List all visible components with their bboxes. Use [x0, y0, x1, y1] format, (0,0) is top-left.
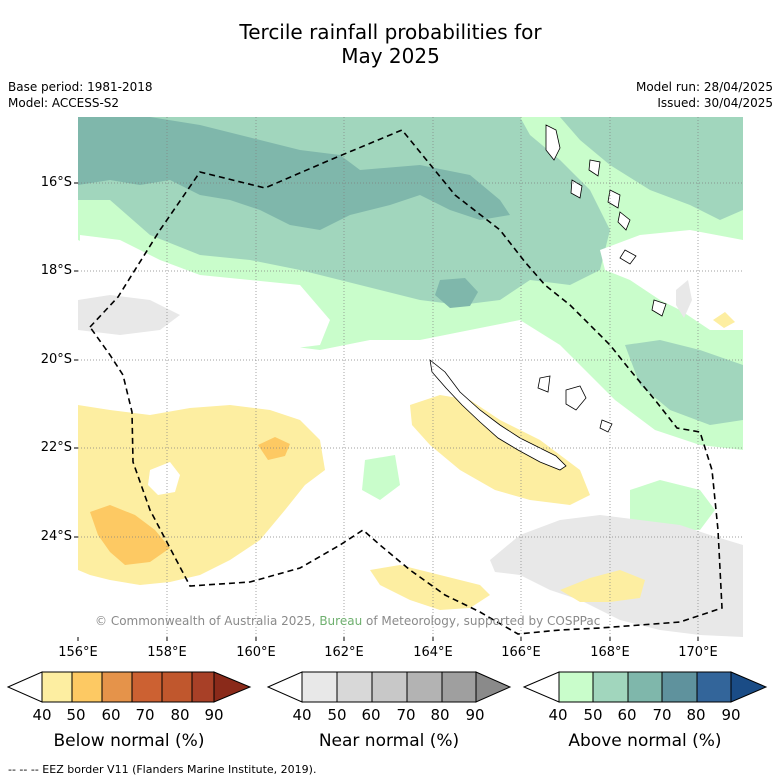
- above-normal-60-se-region: [625, 340, 743, 425]
- cbar-above-tick: 80: [686, 706, 706, 724]
- cbar-near-tick: 60: [361, 706, 381, 724]
- cbar-near-tick: 80: [430, 706, 450, 724]
- cbar-below-tick: 90: [204, 706, 224, 724]
- base-period-label: Base period: 1981-2018: [8, 80, 153, 94]
- cbar1-high-arrow: [213, 671, 252, 703]
- cbar-below-tick: 50: [66, 706, 86, 724]
- neutral-gap-2: [600, 230, 743, 330]
- below-normal-50-se-patch: [560, 570, 645, 602]
- colorbar-below-normal: [6, 671, 252, 703]
- map-title-line1: Tercile rainfall probabilities for: [239, 20, 542, 44]
- cbar-below-tick: 40: [32, 706, 52, 724]
- lon-label-156e: 156°E: [58, 645, 98, 660]
- lat-label-22s: 22°S: [40, 440, 72, 455]
- new-caledonia-island: [429, 359, 567, 471]
- model-label: Model: ACCESS-S2: [8, 96, 120, 110]
- cbar-near-title: Near normal (%): [318, 731, 460, 751]
- cbar-above-tick: 40: [548, 706, 568, 724]
- lon-label-170e: 170°E: [678, 645, 718, 660]
- lat-label-20s: 20°S: [40, 352, 72, 367]
- lat-label-24s: 24°S: [40, 529, 72, 544]
- model-run-label: Model run: 28/04/2025: [635, 80, 773, 94]
- colorbar-near-normal: [266, 671, 512, 703]
- above-normal-50-small-patch: [362, 455, 400, 500]
- above-normal-70-region: [78, 117, 510, 230]
- below-normal-60-small-patch: [258, 437, 290, 460]
- below-normal-60-patch: [90, 505, 170, 565]
- cbar-below-tick: 60: [101, 706, 121, 724]
- eez-border: [88, 129, 723, 635]
- cbar-below-tick: 80: [170, 706, 190, 724]
- cbar-near-tick: 50: [327, 706, 347, 724]
- vanuatu-islands: [545, 124, 667, 317]
- above-normal-50-south-patch: [630, 480, 715, 530]
- cbar-above-tick: 50: [583, 706, 603, 724]
- near-normal-east-sliver: [676, 280, 692, 318]
- lon-label-160e: 160°E: [236, 645, 276, 660]
- lon-label-166e: 166°E: [501, 645, 541, 660]
- eez-footer-note: -- -- -- EEZ border V11 (Flanders Marine…: [8, 763, 317, 776]
- lon-ticks: [77, 637, 699, 641]
- cbar-above-title: Above normal (%): [568, 731, 722, 751]
- loyalty-islands: [537, 375, 613, 433]
- cbar-near-tick: 40: [292, 706, 312, 724]
- neutral-gap-3: [243, 285, 292, 335]
- colorbar-above-normal: [522, 671, 768, 703]
- lat-label-18s: 18°S: [40, 263, 72, 278]
- below-normal-50-central-patch: [410, 395, 590, 505]
- cbar-above-tick: 60: [617, 706, 637, 724]
- map-panel: [78, 117, 743, 637]
- above-normal-70-island-patch: [435, 278, 478, 308]
- cbar-near-tick: 90: [465, 706, 485, 724]
- cbar-above-tick: 90: [721, 706, 741, 724]
- lon-label-158e: 158°E: [147, 645, 187, 660]
- cbar1-low-arrow: [6, 671, 43, 703]
- copyright-notice: © Commonwealth of Australia 2025, Bureau…: [95, 614, 601, 628]
- cbar-near-tick: 70: [396, 706, 416, 724]
- above-normal-60-east-region: [560, 117, 743, 220]
- lat-label-16s: 16°S: [40, 175, 72, 190]
- lat-ticks: [74, 182, 78, 538]
- cbar-above-tick: 70: [652, 706, 672, 724]
- neutral-hole-1: [148, 462, 180, 495]
- below-normal-50-south-patch: [370, 565, 490, 610]
- map-title-line2: May 2025: [341, 44, 440, 68]
- near-normal-west-patch: [78, 295, 180, 335]
- cbar-below-title: Below normal (%): [53, 731, 205, 751]
- lon-label-162e: 162°E: [324, 645, 364, 660]
- issued-label: Issued: 30/04/2025: [657, 96, 773, 110]
- cbar-below-tick: 70: [135, 706, 155, 724]
- lon-label-164e: 164°E: [413, 645, 453, 660]
- below-normal-50-east-dot: [713, 312, 735, 328]
- lon-label-168e: 168°E: [590, 645, 630, 660]
